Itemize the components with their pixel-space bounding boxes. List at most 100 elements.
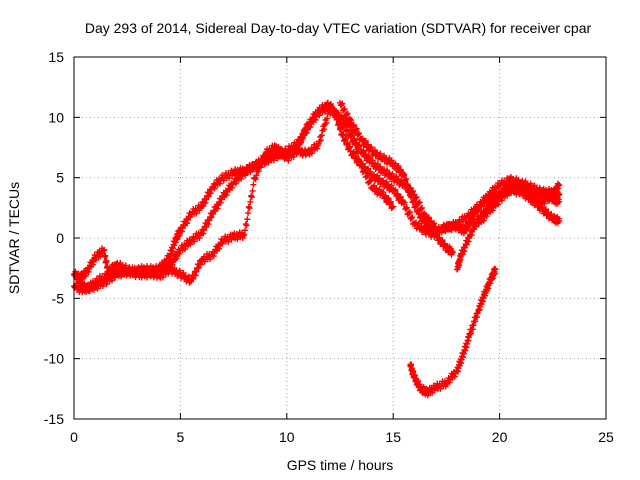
y-tick-label: -5: [52, 290, 65, 306]
data-marker: [343, 127, 350, 134]
data-marker: [338, 119, 345, 126]
data-marker: [330, 105, 337, 112]
grid-layer: [74, 57, 606, 419]
data-marker: [527, 180, 534, 187]
data-marker: [367, 177, 374, 184]
series-track-h: [475, 179, 563, 227]
data-marker: [313, 113, 320, 120]
data-marker: [368, 144, 375, 150]
data-marker: [327, 101, 334, 108]
data-marker: [334, 113, 341, 120]
data-marker: [275, 143, 282, 150]
data-marker: [357, 158, 364, 165]
y-tick-label: 10: [48, 109, 64, 125]
data-marker: [416, 208, 423, 215]
data-marker: [446, 379, 453, 386]
data-marker: [409, 365, 416, 372]
data-marker: [206, 217, 213, 224]
axis-layer: 0 5 10 15 20 25 -15 -10 -5 0 5 10 15: [44, 49, 614, 445]
x-tick-label: 20: [492, 429, 508, 445]
data-point: [492, 266, 499, 273]
data-marker: [365, 141, 372, 148]
data-marker: [441, 240, 448, 247]
data-marker: [403, 204, 410, 211]
data-marker: [352, 140, 359, 147]
data-marker: [243, 222, 250, 229]
data-marker: [178, 228, 185, 235]
x-tick-label: 0: [70, 429, 78, 445]
data-marker: [245, 210, 252, 217]
data-marker: [498, 197, 505, 204]
data-marker: [184, 220, 191, 227]
data-marker: [406, 208, 413, 215]
data-marker: [439, 237, 446, 244]
data-marker: [353, 139, 360, 146]
data-marker: [252, 176, 259, 183]
data-marker: [350, 136, 357, 143]
data-marker: [192, 272, 199, 279]
data-marker: [436, 234, 443, 241]
data-marker: [349, 122, 356, 129]
data-point: [556, 198, 563, 205]
data-marker: [359, 161, 366, 168]
x-tick-label: 5: [177, 429, 185, 445]
data-point: [556, 218, 563, 225]
data-marker: [480, 217, 487, 224]
data-marker: [397, 193, 404, 200]
data-marker: [344, 110, 351, 117]
data-marker: [229, 184, 236, 191]
data-marker: [420, 214, 427, 221]
data-marker: [349, 150, 356, 157]
data-marker: [362, 167, 369, 174]
data-marker: [352, 154, 359, 161]
data-marker: [362, 137, 369, 144]
data-marker: [332, 109, 339, 116]
data-marker: [85, 287, 92, 294]
data-marker: [340, 131, 347, 138]
x-axis-label: GPS time / hours: [287, 457, 394, 473]
data-marker: [335, 112, 342, 119]
x-tick-label: 15: [385, 429, 401, 445]
chart-title: Day 293 of 2014, Sidereal Day-to-day VTE…: [85, 20, 592, 36]
data-marker: [193, 268, 200, 275]
data-marker: [223, 192, 230, 199]
x-tick-label: 25: [598, 429, 614, 445]
data-marker: [387, 198, 394, 205]
data-marker: [176, 267, 183, 274]
x-tick-label: 10: [279, 429, 295, 445]
data-marker: [344, 139, 351, 146]
data-marker: [545, 209, 552, 216]
data-marker: [205, 193, 212, 200]
data-marker: [351, 135, 358, 142]
data-marker: [181, 246, 188, 253]
data-marker: [548, 192, 555, 199]
data-marker: [397, 166, 404, 173]
data-marker: [483, 197, 490, 204]
data-marker: [382, 192, 389, 199]
data-marker: [478, 203, 485, 210]
data-marker: [408, 361, 415, 368]
data-marker: [102, 252, 109, 259]
data-point: [449, 249, 456, 256]
data-marker: [308, 150, 315, 157]
data-marker: [253, 172, 260, 179]
data-marker: [190, 275, 197, 282]
data-marker: [356, 142, 363, 149]
data-marker: [348, 117, 355, 124]
data-marker: [413, 202, 420, 209]
data-marker: [200, 227, 207, 234]
data-marker: [353, 125, 360, 132]
data-marker: [321, 126, 328, 133]
data-marker: [240, 232, 247, 239]
data-marker: [388, 182, 395, 189]
data-marker: [391, 187, 398, 194]
data-marker: [210, 253, 217, 260]
data-marker: [352, 126, 359, 133]
data-marker: [406, 185, 413, 192]
y-tick-label: 15: [48, 49, 64, 65]
data-marker: [397, 194, 404, 201]
data-marker: [344, 126, 351, 133]
data-marker: [216, 245, 223, 252]
data-marker: [392, 186, 399, 193]
